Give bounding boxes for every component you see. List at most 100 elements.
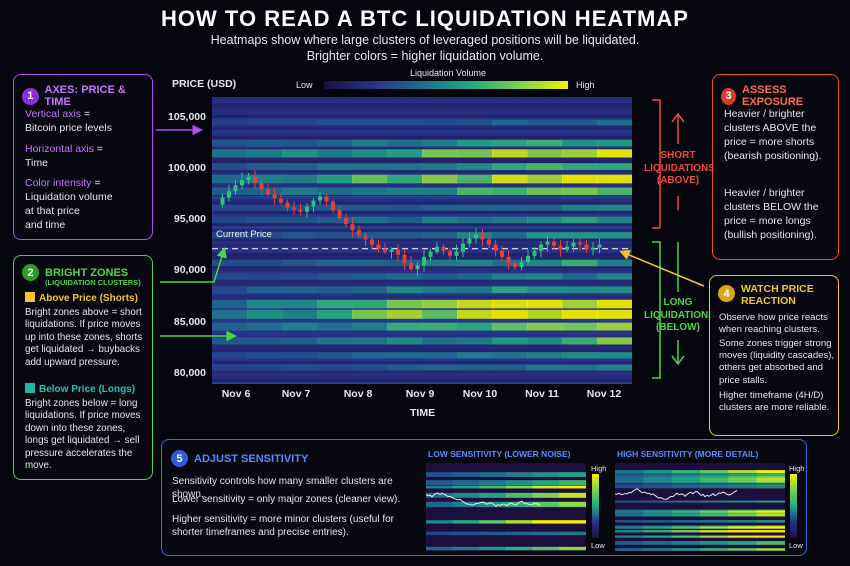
long-down-arrow: [671, 340, 685, 366]
heatmap-band: [492, 204, 528, 211]
heatmap-band: [352, 322, 388, 331]
long-liquidations-label: LONG LIQUIDATIONS (BELOW): [644, 297, 715, 335]
mini-heatmap-band: [643, 510, 673, 513]
heatmap-band: [457, 364, 493, 371]
side-brackets: [652, 99, 685, 379]
candle-body: [480, 234, 485, 240]
heatmap-band: [317, 309, 353, 319]
heatmap-band: [317, 259, 353, 267]
mini-heatmap-band: [426, 480, 454, 486]
heatmap-band: [317, 273, 353, 280]
heatmap-band: [212, 216, 248, 224]
heatmap-band: [247, 216, 283, 224]
heatmap-band: [527, 364, 563, 371]
mini-heatmap-band: [532, 531, 561, 536]
heatmap-band: [597, 232, 632, 239]
mini-heatmap-band: [479, 531, 507, 536]
vertical-axis-eq: =: [81, 108, 91, 120]
heatmap-bg-row: [212, 223, 632, 226]
heatmap-band: [422, 216, 458, 224]
mini-heatmap-band: [756, 510, 785, 513]
mini-heatmap-band: [615, 550, 645, 551]
heatmap-band: [387, 174, 423, 184]
mini-heatmap-band: [728, 541, 758, 545]
mini-heatmap-band: [479, 472, 507, 477]
exposure-above-text: Heavier / brighter clusters ABOVE the pr…: [724, 108, 822, 162]
heatmap-band: [422, 273, 458, 280]
heatmap-band: [527, 286, 563, 294]
current-price-label: Current Price: [216, 229, 272, 240]
heatmap-bg-row: [212, 199, 632, 202]
heatmap-bg-row: [212, 184, 632, 187]
candle-body: [532, 250, 537, 256]
heatmap-bg-row: [212, 382, 632, 384]
heatmap-band: [317, 322, 353, 331]
mini-heatmap-band: [615, 513, 645, 517]
candle-body: [279, 198, 283, 203]
heatmap-band: [352, 163, 388, 171]
vertical-axis-desc: Bitcoin price levels: [25, 121, 112, 134]
heatmap-band: [387, 232, 423, 239]
heatmap-band: [352, 187, 388, 196]
candle-body: [461, 243, 465, 252]
heatmap-band: [457, 273, 493, 280]
heatmap-band: [527, 187, 563, 196]
mini-heatmap-band: [615, 470, 645, 474]
candle-body: [519, 262, 524, 268]
mini-heatmap-band: [700, 477, 730, 481]
high-scale-low-label: Low: [789, 541, 803, 550]
mini-heatmap-band: [532, 546, 561, 551]
heatmap-bg-row: [212, 100, 632, 103]
mini-heatmap-band: [559, 472, 586, 477]
mini-heatmap-band: [671, 509, 701, 512]
heatmap-band: [422, 119, 458, 126]
long-label-line-1: LONG: [663, 297, 693, 308]
heatmap-band: [282, 286, 318, 294]
bright-zones-subtitle: (LIQUIDATION CLUSTERS): [45, 278, 141, 287]
mini-heatmap-band: [700, 480, 730, 483]
candle-body: [448, 250, 452, 256]
y-axis-title: PRICE (USD): [172, 78, 237, 90]
heatmap-band: [562, 149, 598, 158]
heatmap-band: [352, 352, 388, 359]
heatmap-band: [212, 273, 248, 280]
heatmap-band: [247, 259, 283, 267]
heatmap-band: [212, 119, 248, 126]
heatmap-band: [457, 139, 493, 147]
heatmap-bg-row: [212, 226, 632, 229]
heatmap-band: [212, 204, 248, 211]
low-sensitivity-title: LOW SENSITIVITY (LOWER NOISE): [428, 449, 571, 459]
heatmap-band: [352, 232, 388, 239]
mini-heatmap-band: [452, 472, 481, 477]
mini-heatmap-band: [479, 520, 507, 524]
mini-heatmap-band: [756, 548, 785, 551]
x-tick-label: Nov 11: [525, 388, 559, 400]
candle-body: [428, 251, 433, 257]
mini-heatmap-band: [700, 510, 730, 513]
heatmap-band: [457, 286, 493, 294]
heatmap-band: [562, 139, 598, 147]
x-tick-label: Nov 7: [281, 388, 311, 400]
heatmap-band: [562, 364, 598, 371]
mini-heatmap-band: [426, 531, 454, 536]
step-1-badge: 1: [22, 87, 39, 105]
color-intensity-eq: =: [91, 177, 101, 190]
heatmap-band: [282, 174, 318, 184]
heatmap-band: [247, 187, 283, 196]
mini-heatmap-band: [532, 485, 561, 489]
mini-heatmap-band: [756, 530, 785, 533]
mini-heatmap-band: [615, 472, 645, 477]
mini-heatmap-band: [671, 470, 701, 474]
mini-heatmap-band: [728, 513, 758, 517]
mini-heatmap-band: [452, 531, 481, 536]
mini-heatmap-band: [643, 477, 673, 481]
mini-heatmap-band: [756, 470, 785, 474]
axes-card-title: AXES: PRICE & TIME: [44, 84, 126, 108]
teal-swatch-icon: [25, 383, 35, 393]
heatmap-bg-row: [212, 244, 632, 247]
mini-heatmap-band: [643, 513, 673, 517]
heatmap-bg-row: [212, 160, 632, 163]
heatmap-band: [562, 204, 598, 211]
heatmap-band: [597, 259, 632, 267]
mini-heatmap-band: [615, 510, 645, 513]
